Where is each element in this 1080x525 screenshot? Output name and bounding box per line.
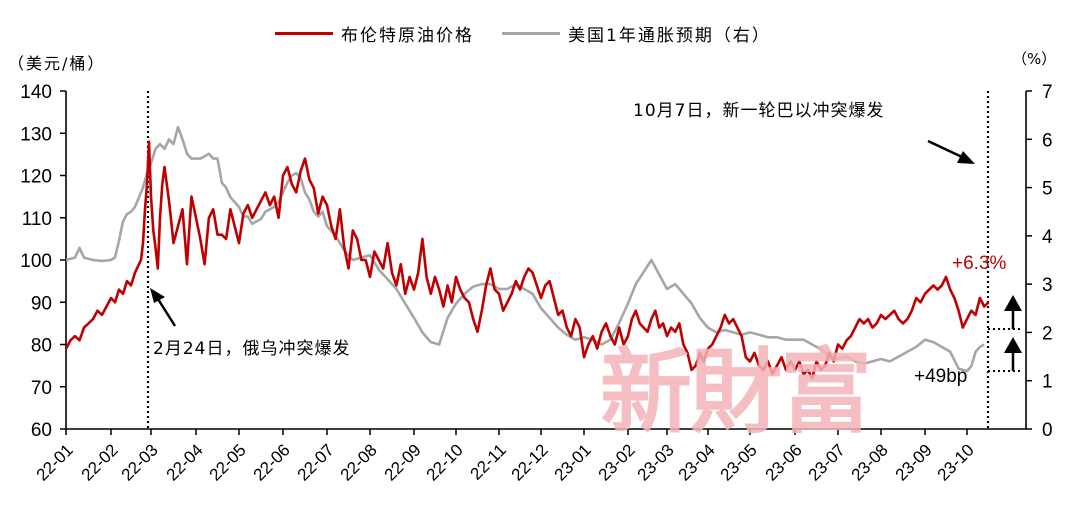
left-y-tick-label: 110: [22, 209, 52, 230]
right-y-tick-label: 0: [1042, 420, 1053, 441]
x-tick-label: 22-01: [33, 440, 77, 484]
right-y-tick-label: 5: [1042, 179, 1053, 200]
legend-swatch-inflation: [502, 31, 560, 35]
annotation-israel-palestine: 10月7日，新一轮巴以冲突爆发: [633, 101, 885, 121]
x-tick-label: 22-05: [206, 440, 250, 484]
annotation-russia-ukraine: 2月24日，俄乌冲突爆发: [153, 339, 351, 359]
x-tick-label: 23-09: [892, 440, 936, 484]
left-y-tick-label: 130: [20, 124, 52, 145]
inflation-up-arrow-icon: [1004, 337, 1022, 353]
right-y-tick-label: 1: [1042, 372, 1053, 393]
annotation-inflation-change: +49bp: [914, 366, 968, 387]
legend-label-brent: 布伦特原油价格: [341, 25, 474, 46]
event1-arrow-shaft: [156, 298, 177, 327]
inflation-expectation-line: [65, 125, 985, 373]
legend-label-inflation: 美国1年通胀预期（右）: [568, 25, 771, 46]
right-y-tick-label: 3: [1042, 275, 1053, 296]
legend-item-brent[interactable]: 布伦特原油价格: [275, 21, 474, 46]
legend-swatch-brent: [275, 31, 333, 35]
left-y-tick-label: 100: [20, 251, 52, 272]
left-y-tick-label: 90: [31, 293, 52, 314]
right-axis-unit: （%）: [1012, 50, 1057, 68]
x-tick-label: 22-04: [163, 440, 207, 484]
x-tick-label: 22-07: [294, 440, 338, 484]
x-tick-label: 22-12: [508, 440, 552, 484]
left-y-tick-label: 70: [31, 378, 52, 399]
right-y-tick-label: 4: [1042, 227, 1053, 248]
annotation-brent-change: +6.3%: [952, 253, 1007, 274]
left-y-tick-label: 80: [31, 336, 52, 357]
event1-arrow-icon: [150, 288, 165, 303]
x-tick-label: 22-09: [381, 440, 425, 484]
legend-item-inflation[interactable]: 美国1年通胀预期（右）: [502, 21, 771, 46]
x-tick-label: 22-10: [423, 440, 467, 484]
left-y-tick-label: 120: [20, 167, 52, 188]
legend: 布伦特原油价格 美国1年通胀预期（右）: [275, 20, 799, 46]
x-tick-label: 22-03: [118, 440, 162, 484]
right-y-tick-label: 2: [1042, 323, 1053, 344]
x-tick-label: 22-02: [78, 440, 122, 484]
brent-price-line: [64, 140, 990, 380]
event2-arrow-icon: [957, 151, 975, 164]
x-tick-label: 23-01: [551, 440, 595, 484]
x-tick-label: 22-06: [250, 440, 294, 484]
x-tick-label: 22-08: [337, 440, 381, 484]
left-axis-unit: （美元/桶）: [8, 54, 106, 73]
right-y-tick-label: 6: [1042, 130, 1053, 151]
x-tick-label: 22-11: [467, 440, 510, 483]
x-tick-label: 23-10: [934, 440, 978, 484]
watermark: 新財富: [600, 338, 872, 446]
left-y-tick-label: 60: [31, 420, 52, 441]
event2-arrow-shaft: [927, 139, 963, 159]
right-y-tick-label: 7: [1042, 82, 1053, 103]
brent-up-arrow-icon: [1004, 295, 1022, 311]
left-y-tick-label: 140: [20, 82, 52, 103]
